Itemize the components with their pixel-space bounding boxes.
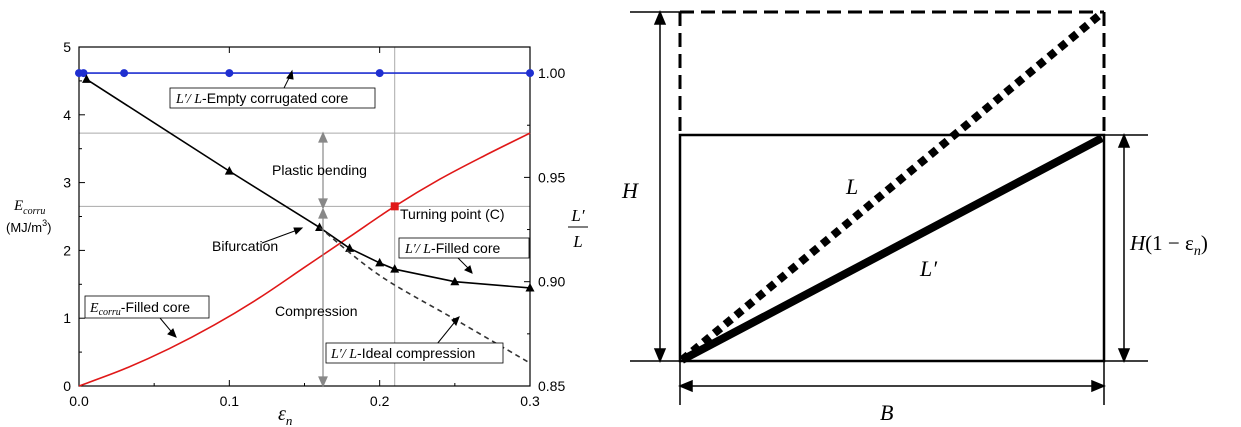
svg-text:Ecorru-Filled core: Ecorru-Filled core — [89, 299, 190, 318]
label-B: B — [880, 400, 893, 425]
arrow-ecorru-head — [167, 328, 177, 338]
svg-text:L′/ L-Empty corrugated core: L′/ L-Empty corrugated core — [175, 90, 349, 107]
y-left-axis-unit: (MJ/m3) — [6, 218, 51, 235]
series-point-0 — [120, 69, 129, 78]
annotation-ecorru-filled: Ecorru-Filled core — [84, 295, 210, 319]
compression-range-head-bottom — [318, 376, 328, 388]
label-H: H — [621, 178, 639, 203]
dimension-H — [653, 10, 667, 363]
series-point-2 — [390, 264, 400, 273]
y-right-tick-label: 0.90 — [538, 274, 565, 290]
arrow-bifurcation — [261, 228, 301, 244]
series-point-0 — [79, 69, 88, 78]
arrow-empty-core-head — [286, 69, 294, 80]
y-left-axis-ticks: 0 1 2 3 4 5 — [63, 39, 85, 394]
series-layer — [75, 69, 535, 387]
y-right-tick-label: 0.85 — [538, 378, 565, 394]
label-H-reduced: H(1 − εn) — [1129, 231, 1208, 259]
label-Lprime: L′ — [919, 256, 938, 281]
plastic-range-head-top — [318, 131, 328, 143]
ideal-math: L′/ L — [330, 347, 357, 362]
arrow-bifurcation-head — [293, 227, 304, 235]
original-length-line — [679, 9, 1105, 364]
series-point-2 — [450, 276, 460, 286]
dimension-B — [678, 379, 1106, 393]
y-right-tick-label: 0.95 — [538, 169, 565, 185]
range-arrows — [318, 131, 328, 388]
series-line-1 — [78, 132, 531, 387]
x-tick-label: 0.3 — [520, 393, 540, 409]
series-point-2 — [375, 257, 385, 267]
turning-point-label: Turning point (C) — [400, 206, 505, 222]
y-right-axis-ticks: 0.85 0.90 0.95 1.00 — [524, 65, 565, 394]
svg-text:L′/ L-Ideal compression: L′/ L-Ideal compression — [330, 345, 475, 362]
x-tick-label: 0.1 — [220, 393, 240, 409]
y-left-tick-label: 5 — [63, 39, 71, 55]
y-left-tick-label: 1 — [63, 310, 71, 326]
y-right-axis-label: L′ L — [568, 206, 588, 251]
compression-range-head-top — [318, 207, 328, 219]
annotation-filled-core: L′/ L-Filled core — [398, 237, 530, 259]
series-point-0 — [375, 69, 384, 78]
y-right-tick-label: 1.00 — [538, 65, 565, 81]
reference-horizontals — [630, 11, 1148, 405]
original-shape-dashed — [678, 10, 1106, 135]
compressed-rectangle — [678, 133, 1106, 363]
annotation-empty-core: L′/ L-Empty corrugated core — [169, 87, 376, 109]
empty-core-math: L′/ L — [175, 92, 202, 107]
annotation-ideal-compression: L′/ L-Ideal compression — [325, 342, 504, 364]
x-tick-label: 0.0 — [69, 393, 89, 409]
series-point-2 — [525, 282, 535, 292]
dimension-H-reduced — [1117, 133, 1131, 363]
series-point-2 — [82, 74, 92, 83]
filled-core-text: -Filled core — [431, 240, 500, 256]
filled-core-math: L′/ L — [404, 242, 431, 257]
svg-text:L′/ L-Filled core: L′/ L-Filled core — [404, 240, 500, 257]
energy-stretch-chart: 0.0 0.1 0.2 0.3 0 1 2 3 4 5 0.85 0.90 0.95 1.00 L′/… — [6, 39, 588, 427]
arrow-ideal-head — [451, 316, 460, 326]
bifurcation-label: Bifurcation — [212, 238, 278, 254]
geometry-diagram: H L L′ B H(1 − εn) — [621, 9, 1208, 425]
ecorru-math-sub: corru — [99, 307, 121, 318]
y-right-label-bottom: L — [572, 232, 582, 251]
series-line-3 — [319, 226, 531, 364]
plastic-range-head-bottom — [318, 198, 328, 210]
series-line-2 — [86, 78, 531, 289]
reference-lines — [79, 47, 530, 386]
y-left-tick-label: 2 — [63, 242, 71, 258]
series-point-2 — [345, 243, 355, 252]
deformed-length-line — [680, 134, 1104, 364]
y-left-tick-label: 4 — [63, 107, 71, 123]
x-axis-label: εn — [278, 403, 292, 427]
y-left-axis-label: Ecorru — [13, 198, 45, 217]
y-left-tick-label: 0 — [63, 378, 71, 394]
series-point-2 — [224, 166, 234, 175]
y-right-label-top: L′ — [570, 206, 584, 225]
series-point-0 — [526, 69, 534, 78]
series-point-0 — [225, 69, 234, 78]
ecorru-math: E — [89, 301, 99, 316]
empty-core-text: -Empty corrugated core — [202, 90, 348, 106]
ideal-text: -Ideal compression — [357, 345, 475, 361]
ecorru-text: -Filled core — [121, 299, 190, 315]
annotation-arrows — [159, 69, 473, 345]
x-axis-ticks: 0.0 0.1 0.2 0.3 — [69, 47, 540, 409]
x-tick-label: 0.2 — [370, 393, 390, 409]
plastic-bending-label: Plastic bending — [272, 162, 367, 178]
label-L: L — [845, 174, 858, 199]
compression-label: Compression — [275, 303, 357, 319]
arrow-filled-core-head — [464, 265, 473, 274]
turning-point-marker — [390, 202, 399, 211]
y-left-tick-label: 3 — [63, 175, 71, 191]
